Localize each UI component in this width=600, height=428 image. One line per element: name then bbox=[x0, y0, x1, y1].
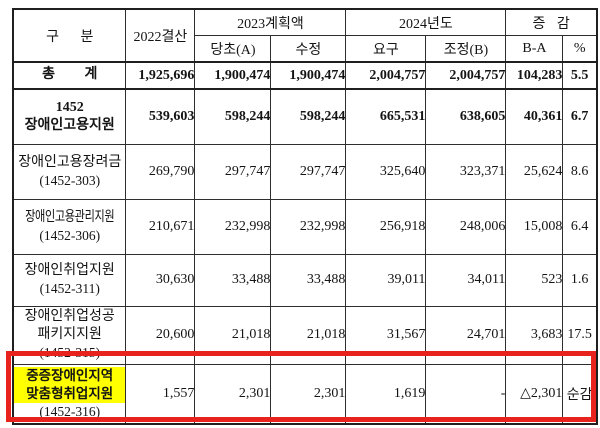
cell-adjusted: 248,006 bbox=[425, 198, 507, 255]
cell-initial: 598,244 bbox=[194, 88, 272, 145]
cell-b-minus-a: 25,624 bbox=[505, 143, 564, 200]
cell-percent: 6.7 bbox=[562, 88, 598, 145]
row-label-total: 총 계 bbox=[12, 61, 127, 90]
header-category: 구 분 bbox=[12, 8, 127, 63]
label-code: (1452-316) bbox=[39, 403, 101, 419]
cell-revised: 598,244 bbox=[270, 88, 347, 145]
cell-b-minus-a: 15,008 bbox=[505, 198, 564, 255]
label-code: (1452-315) bbox=[39, 345, 101, 361]
cell-b-minus-a: 3,683 bbox=[505, 305, 564, 365]
cell-request: 325,640 bbox=[345, 143, 427, 200]
header-row-subcolumns: 당초(A) 수정 요구 조정(B) B-A % bbox=[13, 35, 598, 63]
cell-percent: 순감 bbox=[562, 363, 598, 425]
label-line1: 장애인취업성공 bbox=[24, 309, 115, 325]
cell-initial: 2,301 bbox=[194, 363, 272, 425]
cell-request: 39,011 bbox=[345, 253, 427, 307]
header-2024-year: 2024년도 bbox=[345, 8, 507, 36]
row-label-306: 장애인고용관리지원 (1452-306) bbox=[12, 198, 127, 255]
label-line1-highlighted: 중증장애인지역 bbox=[14, 367, 125, 385]
label-line2: 장애인고용지원 bbox=[24, 117, 115, 133]
header-b-minus-a: B-A bbox=[505, 35, 564, 63]
cell-request: 665,531 bbox=[345, 88, 427, 145]
label-code: (1452-303) bbox=[39, 172, 101, 188]
table-row-1452-316: 중증장애인지역 맞춤형취업지원 (1452-316) 1,557 2,301 2… bbox=[12, 363, 598, 425]
cell-percent: 8.6 bbox=[562, 143, 598, 200]
label-line2-highlighted: 맞춤형취업지원 bbox=[14, 384, 125, 403]
cell-adjusted: 638,605 bbox=[425, 88, 507, 145]
cell-percent: 6.4 bbox=[562, 198, 598, 255]
cell-2022: 539,603 bbox=[125, 88, 196, 145]
cell-initial: 33,488 bbox=[194, 253, 272, 307]
cell-adjusted: 24,701 bbox=[425, 305, 507, 365]
label-code: (1452-311) bbox=[39, 281, 100, 297]
cell-adjusted: - bbox=[425, 363, 507, 425]
cell-2022: 269,790 bbox=[125, 143, 196, 200]
cell-revised: 297,747 bbox=[270, 143, 347, 200]
cell-revised: 1,900,474 bbox=[270, 61, 347, 90]
header-revised: 수정 bbox=[270, 35, 347, 63]
row-label-311: 장애인취업지원 (1452-311) bbox=[12, 253, 127, 307]
cell-b-minus-a: 523 bbox=[505, 253, 564, 307]
cell-b-minus-a: △2,301 bbox=[505, 363, 564, 425]
table-row-1452-303: 장애인고용장려금 (1452-303) 269,790 297,747 297,… bbox=[12, 143, 598, 200]
header-change: 증 감 bbox=[505, 8, 598, 36]
cell-adjusted: 34,011 bbox=[425, 253, 507, 307]
cell-request: 256,918 bbox=[345, 198, 427, 255]
table-row-total: 총 계 1,925,696 1,900,474 1,900,474 2,004,… bbox=[12, 61, 598, 90]
row-label-1452: 1452 장애인고용지원 bbox=[12, 88, 127, 145]
table-row-1452-306: 장애인고용관리지원 (1452-306) 210,671 232,998 232… bbox=[12, 198, 598, 255]
cell-revised: 232,998 bbox=[270, 198, 347, 255]
cell-request: 1,619 bbox=[345, 363, 427, 425]
cell-2022: 1,557 bbox=[125, 363, 196, 425]
cell-initial: 1,900,474 bbox=[194, 61, 272, 90]
cell-initial: 297,747 bbox=[194, 143, 272, 200]
header-2022-settlement: 2022결산 bbox=[125, 8, 196, 63]
header-request: 요구 bbox=[345, 35, 427, 63]
cell-request: 2,004,757 bbox=[345, 61, 427, 90]
header-initial-a: 당초(A) bbox=[194, 35, 272, 63]
cell-adjusted: 2,004,757 bbox=[425, 61, 507, 90]
label-line1: 1452 bbox=[55, 99, 84, 115]
label-line1: 장애인고용관리지원 bbox=[25, 209, 115, 225]
label-code: (1452-306) bbox=[39, 227, 101, 243]
header-adjusted-b: 조정(B) bbox=[425, 35, 507, 63]
cell-revised: 21,018 bbox=[270, 305, 347, 365]
table-row-1452-program: 1452 장애인고용지원 539,603 598,244 598,244 665… bbox=[12, 88, 598, 145]
cell-2022: 1,925,696 bbox=[125, 61, 196, 90]
cell-2022: 210,671 bbox=[125, 198, 196, 255]
cell-percent: 1.6 bbox=[562, 253, 598, 307]
cell-2022: 20,600 bbox=[125, 305, 196, 365]
cell-percent: 5.5 bbox=[562, 61, 598, 90]
table-row-1452-311: 장애인취업지원 (1452-311) 30,630 33,488 33,488 … bbox=[12, 253, 598, 307]
header-row-groups: 구 분 2022결산 2023계획액 2024년도 증 감 bbox=[12, 8, 598, 63]
cell-revised: 2,301 bbox=[270, 363, 347, 425]
row-label-303: 장애인고용장려금 (1452-303) bbox=[12, 143, 127, 200]
header-2023-plan: 2023계획액 bbox=[194, 8, 347, 36]
cell-2022: 30,630 bbox=[125, 253, 196, 307]
cell-request: 31,567 bbox=[345, 305, 427, 365]
cell-b-minus-a: 104,283 bbox=[505, 61, 564, 90]
table-header: 구 분 2022결산 2023계획액 2024년도 증 감 당초(A) 수정 요… bbox=[12, 8, 598, 63]
label-line1: 장애인고용장려금 bbox=[18, 154, 122, 170]
budget-table: 구 분 2022결산 2023계획액 2024년도 증 감 당초(A) 수정 요… bbox=[12, 8, 598, 425]
row-label-316: 중증장애인지역 맞춤형취업지원 (1452-316) bbox=[12, 363, 127, 425]
cell-percent: 17.5 bbox=[562, 305, 598, 365]
label-line1: 장애인취업지원 bbox=[24, 263, 115, 279]
cell-initial: 21,018 bbox=[194, 305, 272, 365]
header-percent: % bbox=[562, 35, 598, 63]
cell-initial: 232,998 bbox=[194, 198, 272, 255]
cell-b-minus-a: 40,361 bbox=[505, 88, 564, 145]
cell-revised: 33,488 bbox=[270, 253, 347, 307]
table-row-1452-315: 장애인취업성공 패키지지원 (1452-315) 20,600 21,018 2… bbox=[12, 305, 598, 365]
row-label-315: 장애인취업성공 패키지지원 (1452-315) bbox=[12, 305, 127, 365]
cell-adjusted: 323,371 bbox=[425, 143, 507, 200]
label-line2: 패키지지원 bbox=[37, 327, 102, 343]
